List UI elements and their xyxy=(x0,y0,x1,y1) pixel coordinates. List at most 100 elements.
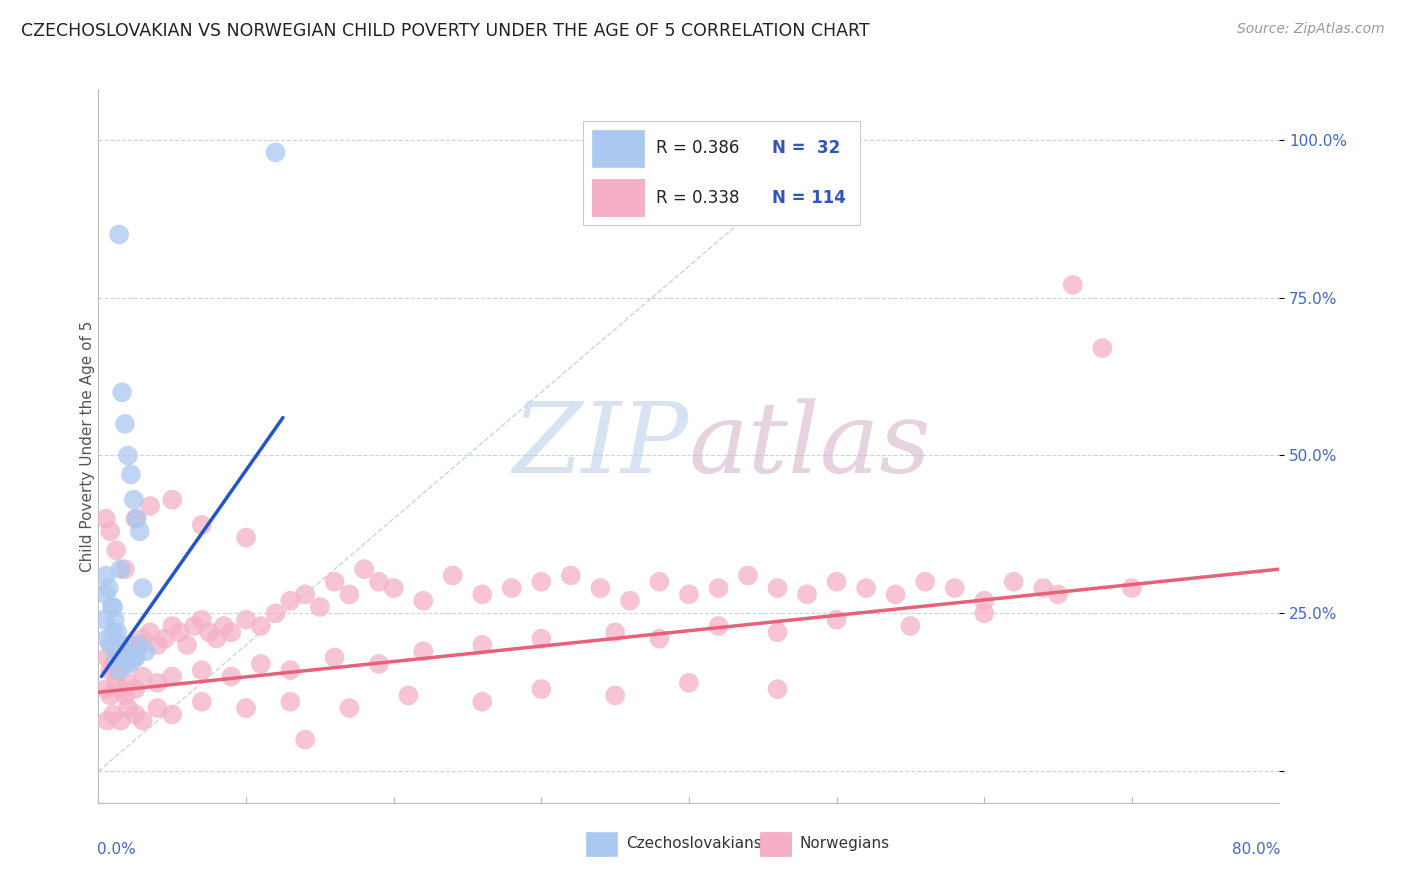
Norwegians xyxy=(146,675,169,690)
Norwegians xyxy=(412,644,434,658)
Norwegians xyxy=(98,663,121,677)
Norwegians xyxy=(103,707,125,722)
Czechoslovakians xyxy=(105,650,128,665)
Norwegians xyxy=(825,574,848,589)
Czechoslovakians xyxy=(100,600,122,615)
Norwegians xyxy=(825,613,848,627)
Norwegians xyxy=(796,587,818,601)
Norwegians xyxy=(94,682,117,697)
Norwegians xyxy=(973,607,995,621)
Norwegians xyxy=(855,581,877,595)
Czechoslovakians xyxy=(96,632,118,646)
Czechoslovakians xyxy=(264,145,287,160)
Text: atlas: atlas xyxy=(689,399,932,493)
Norwegians xyxy=(309,600,332,615)
Norwegians xyxy=(280,695,302,709)
Norwegians xyxy=(162,669,183,683)
Norwegians xyxy=(191,517,214,532)
Czechoslovakians xyxy=(108,227,131,242)
Norwegians xyxy=(471,695,494,709)
Czechoslovakians xyxy=(93,613,115,627)
Norwegians xyxy=(294,732,316,747)
Norwegians xyxy=(766,625,789,640)
Norwegians xyxy=(114,657,136,671)
Norwegians xyxy=(530,682,553,697)
Norwegians xyxy=(146,701,169,715)
Text: N = 114: N = 114 xyxy=(772,189,845,207)
Czechoslovakians xyxy=(110,638,132,652)
Norwegians xyxy=(766,682,789,697)
Czechoslovakians xyxy=(108,663,131,677)
Norwegians xyxy=(117,675,139,690)
Norwegians xyxy=(169,625,191,640)
Norwegians xyxy=(707,619,730,633)
Norwegians xyxy=(98,524,121,539)
Text: R = 0.338: R = 0.338 xyxy=(655,189,740,207)
Norwegians xyxy=(339,701,361,715)
Text: CZECHOSLOVAKIAN VS NORWEGIAN CHILD POVERTY UNDER THE AGE OF 5 CORRELATION CHART: CZECHOSLOVAKIAN VS NORWEGIAN CHILD POVER… xyxy=(21,22,870,40)
Norwegians xyxy=(124,682,146,697)
Norwegians xyxy=(146,638,169,652)
Czechoslovakians xyxy=(111,385,134,400)
Norwegians xyxy=(471,587,494,601)
Norwegians xyxy=(235,701,257,715)
Norwegians xyxy=(124,511,146,525)
Czechoslovakians xyxy=(114,417,136,431)
Norwegians xyxy=(560,568,582,582)
Norwegians xyxy=(114,689,136,703)
Norwegians xyxy=(1002,574,1025,589)
Norwegians xyxy=(382,581,405,595)
Norwegians xyxy=(176,638,198,652)
Y-axis label: Child Poverty Under the Age of 5: Child Poverty Under the Age of 5 xyxy=(80,320,94,572)
FancyBboxPatch shape xyxy=(759,832,790,855)
Norwegians xyxy=(221,625,243,640)
Text: Czechoslovakians: Czechoslovakians xyxy=(626,837,762,852)
Norwegians xyxy=(530,632,553,646)
Czechoslovakians xyxy=(135,644,157,658)
Norwegians xyxy=(105,675,128,690)
Norwegians xyxy=(1046,587,1070,601)
Czechoslovakians xyxy=(107,625,129,640)
Norwegians xyxy=(124,707,146,722)
Czechoslovakians xyxy=(132,581,155,595)
Czechoslovakians xyxy=(120,467,142,482)
Norwegians xyxy=(368,574,391,589)
Norwegians xyxy=(191,613,214,627)
Norwegians xyxy=(973,593,995,607)
Norwegians xyxy=(323,574,346,589)
Norwegians xyxy=(605,689,627,703)
Text: Source: ZipAtlas.com: Source: ZipAtlas.com xyxy=(1237,22,1385,37)
Norwegians xyxy=(323,650,346,665)
Norwegians xyxy=(235,613,257,627)
Norwegians xyxy=(103,657,125,671)
Norwegians xyxy=(605,625,627,640)
Norwegians xyxy=(221,669,243,683)
Czechoslovakians xyxy=(94,587,117,601)
Norwegians xyxy=(1032,581,1054,595)
Czechoslovakians xyxy=(128,524,150,539)
Norwegians xyxy=(648,632,671,646)
Norwegians xyxy=(1091,341,1114,355)
Czechoslovakians xyxy=(121,650,143,665)
Text: Norwegians: Norwegians xyxy=(800,837,890,852)
Norwegians xyxy=(96,714,118,728)
Norwegians xyxy=(678,675,700,690)
Norwegians xyxy=(96,650,118,665)
Norwegians xyxy=(191,663,214,677)
Norwegians xyxy=(205,632,228,646)
Norwegians xyxy=(501,581,523,595)
Norwegians xyxy=(183,619,205,633)
Norwegians xyxy=(132,714,155,728)
Czechoslovakians xyxy=(104,613,127,627)
Norwegians xyxy=(153,632,176,646)
Norwegians xyxy=(250,657,273,671)
Norwegians xyxy=(471,638,494,652)
Norwegians xyxy=(368,657,391,671)
Czechoslovakians xyxy=(94,568,117,582)
Norwegians xyxy=(128,638,150,652)
Norwegians xyxy=(162,707,183,722)
Czechoslovakians xyxy=(112,644,135,658)
Norwegians xyxy=(110,682,132,697)
Norwegians xyxy=(678,587,700,601)
Norwegians xyxy=(110,714,132,728)
